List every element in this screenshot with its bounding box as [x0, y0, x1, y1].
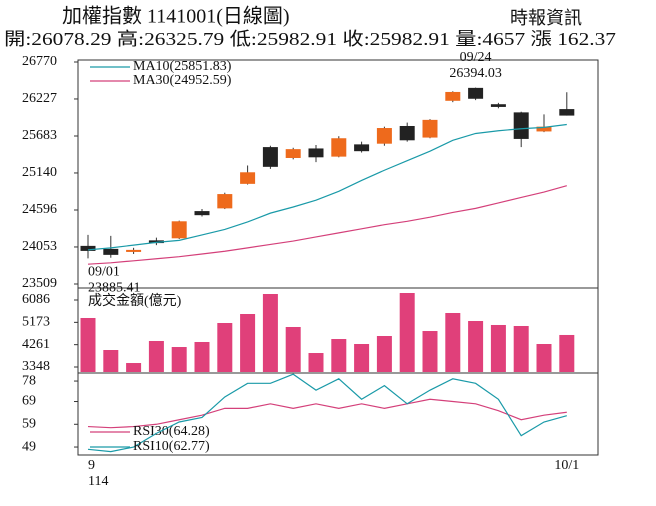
candle-body: [126, 249, 142, 252]
y-tick-label: 3348: [22, 359, 50, 374]
candle-body: [422, 119, 438, 138]
source: 時報資訊: [510, 8, 582, 28]
volume-bar: [490, 324, 506, 372]
candle-body: [194, 211, 210, 216]
volume-bar: [262, 294, 278, 372]
annotation-value: 26394.03: [449, 66, 502, 81]
candle-body: [285, 149, 301, 158]
y-tick-label: 23509: [22, 276, 57, 291]
volume-bar: [536, 344, 552, 372]
candle-body: [103, 248, 119, 255]
candle-body: [559, 109, 575, 116]
x-year-label: 114: [88, 474, 108, 489]
ma-line: [87, 185, 567, 265]
volume-bar: [217, 323, 233, 372]
volume-bar: [240, 314, 256, 372]
summary: 開:26078.29 高:26325.79 低:25982.91 收:25982…: [4, 29, 616, 49]
volume-bar: [80, 317, 96, 372]
candle-body: [468, 87, 484, 99]
y-tick-label: 6086: [22, 292, 50, 307]
volume-bar: [399, 293, 415, 372]
legend-label: MA30(24952.59): [133, 73, 232, 88]
legend-label: RSI10(62.77): [133, 439, 210, 454]
candle-body: [354, 144, 370, 152]
x-tick-label: 9: [88, 458, 95, 473]
y-tick-label: 24596: [22, 202, 57, 217]
annotation-date: 09/24: [460, 50, 492, 65]
y-tick-label: 26770: [22, 54, 57, 69]
candle-body: [399, 125, 415, 141]
ma-line: [87, 123, 567, 251]
y-tick-label: 49: [22, 439, 36, 454]
chart-title: 加權指數 1141001(日線圖): [62, 5, 290, 28]
volume-bar: [559, 334, 575, 372]
volume-bar: [148, 340, 164, 372]
annotation-date: 09/01: [88, 265, 120, 280]
volume-bar: [171, 347, 187, 372]
x-tick-label: 10/1: [554, 458, 579, 473]
candle-body: [445, 91, 461, 101]
candle-body: [513, 112, 529, 139]
candle-body: [148, 240, 164, 244]
candle-body: [80, 245, 96, 251]
candle-body: [262, 147, 278, 167]
y-tick-label: 26227: [22, 91, 57, 106]
y-tick-label: 24053: [22, 239, 57, 254]
volume-bar: [285, 326, 301, 372]
volume-bar: [445, 312, 461, 372]
candle-body: [171, 221, 187, 239]
frame: [77, 59, 599, 456]
volume-bar: [308, 353, 324, 372]
volume-bar: [194, 341, 210, 372]
annotation-value: 23885.41: [88, 281, 141, 296]
candle-body: [240, 172, 256, 184]
candle-body: [536, 126, 552, 132]
rsi-line: [87, 398, 567, 429]
legend-label: 成交金額(億元): [88, 292, 182, 309]
volume-bar: [126, 363, 142, 372]
volume-bar: [354, 344, 370, 372]
y-tick-label: 4261: [22, 337, 50, 352]
y-tick-label: 25140: [22, 165, 57, 180]
y-tick-label: 5173: [22, 315, 50, 330]
candle-body: [331, 138, 347, 157]
volume-bar: [513, 325, 529, 372]
y-tick-label: 78: [22, 373, 36, 388]
candle-body: [217, 194, 233, 209]
candle-body: [376, 128, 392, 144]
volume-bar: [331, 339, 347, 372]
y-tick-label: 25683: [22, 128, 57, 143]
volume-bar: [422, 331, 438, 372]
y-tick-label: 69: [22, 394, 36, 409]
candle-body: [490, 104, 506, 107]
rsi-line: [87, 373, 567, 453]
legend-label: MA10(25851.83): [133, 59, 232, 74]
volume-bar: [468, 320, 484, 372]
candle-body: [308, 148, 324, 158]
volume-bar: [376, 336, 392, 372]
volume-bar: [103, 349, 119, 372]
y-tick-label: 59: [22, 417, 36, 432]
